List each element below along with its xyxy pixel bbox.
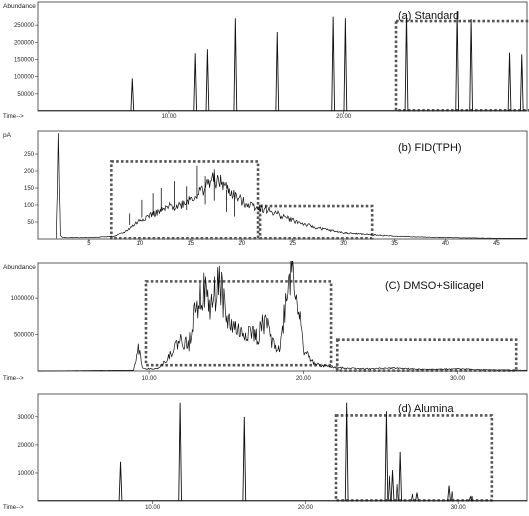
x-tick-label: 30.00 [451, 505, 467, 511]
y-tick-label: 50000 [17, 92, 34, 98]
peak [118, 461, 123, 502]
peak [178, 402, 182, 502]
y-tick-label: 100000 [14, 75, 35, 81]
y-tick-label: 1000000 [11, 296, 35, 302]
chart-title: (a) Standard [398, 10, 459, 22]
chart-alumina: 30000 20000 10000 10.00 20.00 30.00 Time--> (d)… [3, 393, 528, 511]
peak [384, 411, 389, 502]
plot-frame [37, 1, 528, 112]
peak [205, 49, 210, 112]
chart-title: (C) DMSO+Silicagel [385, 280, 484, 292]
y-tick-label: 500000 [14, 333, 35, 339]
peak [447, 485, 451, 502]
minor-peak [395, 484, 399, 502]
peak [344, 402, 349, 502]
peak [130, 78, 135, 112]
peak [519, 54, 524, 112]
y-tick-label: 150 [24, 186, 35, 192]
chart-panel-alumina: 30000 20000 10000 10.00 20.00 30.00 Time--> (d)… [0, 392, 529, 511]
x-tick-label: 5 [87, 241, 91, 247]
minor-peak [388, 475, 391, 502]
x-tick-label: 25 [289, 241, 296, 247]
plot-frame [37, 262, 528, 372]
peak [193, 53, 198, 112]
y-tick-label: 100 [24, 203, 35, 209]
y-tick-label: 20000 [17, 443, 34, 449]
peak [455, 11, 459, 112]
x-axis-label: Time--> [3, 505, 24, 511]
y-tick-label: 200 [24, 169, 35, 175]
chart-panel-dmso-silicagel: Abundance 1000000 500000 10.00 20.00 30.00 Tim… [0, 253, 529, 383]
peak [507, 52, 512, 112]
signal-trace [38, 253, 528, 372]
y-tick-label: 150000 [14, 58, 35, 64]
chart-dmso-silicagel: Abundance 1000000 500000 10.00 20.00 30.00 Tim… [3, 253, 528, 382]
peak [404, 14, 409, 112]
y-axis-label: Abundance [3, 3, 36, 10]
signal-trace [55, 133, 527, 239]
x-tick-label: 15 [187, 241, 194, 247]
chart-title: (b) FID(TPH) [398, 142, 462, 154]
y-tick-label: 250000 [14, 23, 35, 29]
x-axis-label: Time--> [3, 376, 24, 382]
x-tick-label: 20 [238, 241, 245, 247]
peak [415, 492, 419, 502]
chart-panel-fid: pA 250 200 150 100 50 5 10 15 20 25 30 35 40 45 (b) FID… [0, 129, 529, 247]
x-tick-label: 35 [391, 241, 398, 247]
x-tick-label: 30 [340, 241, 347, 247]
highlight-box-1 [110, 160, 260, 240]
chart-standard: Abundance 250000 200000 150000 100000 50000 10… [3, 1, 529, 120]
x-tick-label: 10 [137, 241, 144, 247]
peak [275, 32, 280, 112]
minor-peak [450, 491, 454, 502]
chart-title: (d) Alumina [398, 403, 455, 415]
plot-frame [37, 130, 528, 240]
peak [398, 451, 403, 502]
chart-panel-standard: Abundance 250000 200000 150000 100000 50000 10… [0, 0, 529, 122]
x-tick-label: 45 [493, 241, 500, 247]
minor-peak [470, 495, 474, 502]
x-tick-label: 10.00 [145, 505, 161, 511]
peak [242, 416, 247, 502]
y-axis-label: Abundance [3, 264, 36, 271]
plot-frame [37, 393, 528, 502]
peak [469, 18, 473, 112]
y-tick-label: 50 [27, 220, 34, 226]
chart-fid-tph: pA 250 200 150 100 50 5 10 15 20 25 30 35 40 45 (b) FID… [3, 130, 528, 247]
highlight-box-1 [394, 19, 529, 112]
peak [233, 18, 238, 112]
peak [331, 16, 335, 112]
x-tick-label: 10.00 [161, 114, 177, 120]
highlight-box-1 [334, 414, 494, 502]
x-axis-label: Time--> [3, 114, 24, 120]
minor-peak [411, 493, 414, 502]
x-tick-label: 20.00 [298, 505, 314, 511]
highlight-box-2 [335, 338, 518, 372]
x-tick-label: 30.00 [450, 376, 466, 382]
peak [390, 470, 395, 502]
peak [343, 18, 348, 112]
y-tick-label: 250 [24, 152, 35, 158]
highlight-box-1 [144, 280, 333, 367]
y-tick-label: 200000 [14, 40, 35, 46]
y-tick-label: 30000 [17, 415, 34, 421]
x-tick-label: 10.00 [142, 376, 158, 382]
x-tick-label: 20.00 [336, 114, 352, 120]
y-axis-label: pA [3, 132, 12, 139]
x-tick-label: 20.00 [296, 376, 312, 382]
y-tick-label: 10000 [17, 471, 34, 477]
x-tick-label: 40 [442, 241, 449, 247]
